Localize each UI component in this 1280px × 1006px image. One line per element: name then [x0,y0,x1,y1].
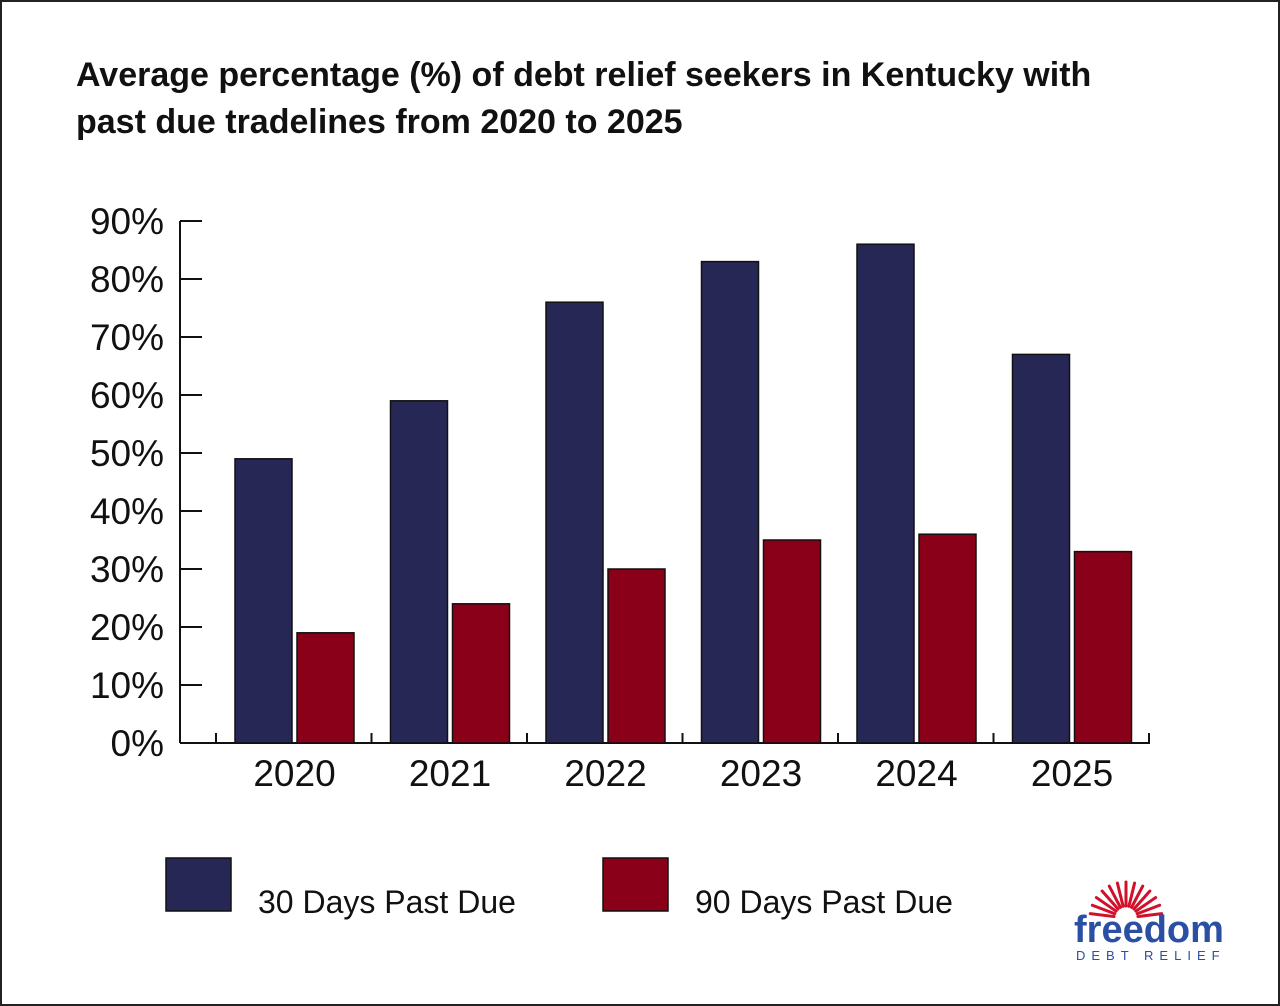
bar-90-days-2023 [762,539,822,744]
logo-wordmark: freedom [1074,909,1224,951]
legend-label-30-days: 30 Days Past Due [258,884,516,920]
y-tick-label: 20% [90,607,164,648]
bar-30-days-2020 [234,458,293,744]
y-tick-label: 80% [90,259,164,300]
bar-90-days-2021 [451,603,511,744]
bar-30-days-2025 [1011,353,1071,744]
x-tick-label-2023: 2023 [720,753,802,794]
y-tick-label: 90% [90,201,164,242]
chart-title-line-2: past due tradelines from 2020 to 2025 [76,103,683,141]
x-tick-label-2025: 2025 [1031,753,1113,794]
bar-30-days-2024 [856,243,915,744]
bar-90-days-2020 [296,632,355,744]
y-tick-label: 30% [90,549,164,590]
chart-title-line-1: Average percentage (%) of debt relief se… [76,56,1092,94]
chart-legend: 30 Days Past Due 90 Days Past Due [165,857,953,920]
x-tick-label-2020: 2020 [253,753,335,794]
sunburst-icon [1088,880,1164,919]
legend-swatch-30-days [165,857,232,912]
x-axis-labels: 2020 2021 2022 2023 2024 2025 [253,753,1113,794]
legend-swatch-90-days [602,857,669,912]
y-tick-label: 50% [90,433,164,474]
y-tick-label: 70% [90,317,164,358]
x-tick-label-2024: 2024 [875,753,957,794]
chart-title: Average percentage (%) of debt relief se… [76,52,1196,146]
bar-90-days-2022 [607,568,666,744]
legend-label-90-days: 90 Days Past Due [695,884,953,920]
bar-30-days-2023 [700,260,760,744]
bar-90-days-2024 [918,533,977,744]
y-tick-label: 0% [111,723,164,764]
y-tick-label: 40% [90,491,164,532]
freedom-logo: freedom DEBT RELIEF [1060,872,1240,972]
x-tick-label-2021: 2021 [409,753,491,794]
bar-90-days-2025 [1073,550,1133,744]
bar-30-days-2022 [545,301,604,744]
y-tick-label: 10% [90,665,164,706]
y-tick-label: 60% [90,375,164,416]
logo-tagline: DEBT RELIEF [1076,948,1226,963]
chart-bars [234,243,1133,744]
y-axis-labels: 0% 10% 20% 30% 40% 50% 60% 70% 80% 90% [90,201,164,764]
x-tick-label-2022: 2022 [564,753,646,794]
bar-30-days-2021 [389,400,449,744]
